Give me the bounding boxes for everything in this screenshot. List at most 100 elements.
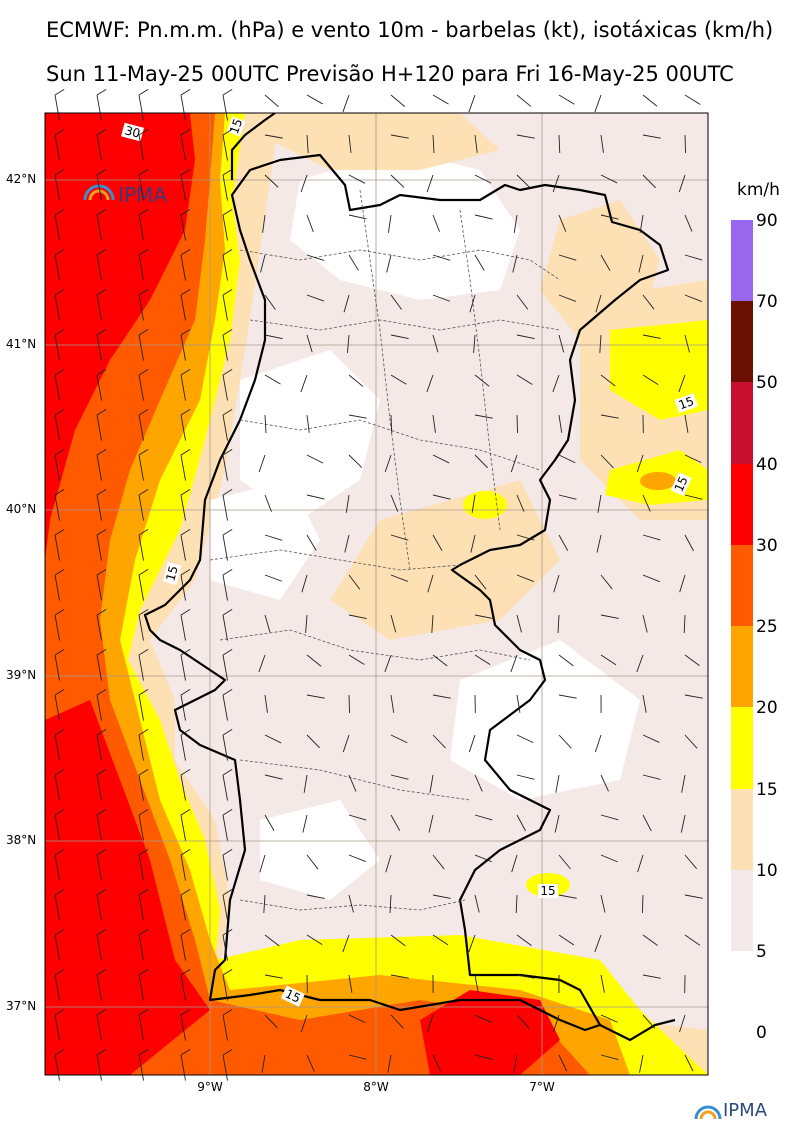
wind-barb [642, 974, 661, 979]
wind-barb [474, 134, 478, 153]
colorbar-tick: 70 [756, 292, 778, 312]
wind-barb [390, 694, 395, 713]
wind-barb [642, 294, 655, 310]
wind-barb [600, 774, 609, 792]
wind-barb [300, 1014, 308, 1033]
wind-barb [512, 254, 518, 273]
wind-barb [306, 694, 325, 699]
wind-barb [600, 254, 611, 271]
wind-barb [96, 768, 107, 801]
wind-barb [260, 254, 266, 273]
wind-barb [642, 774, 661, 780]
colorbar-tick: 15 [756, 780, 778, 800]
wind-barb [684, 534, 694, 552]
wind-barb [138, 888, 149, 921]
wind-barb [432, 1054, 441, 1072]
wind-barb [348, 854, 366, 862]
wind-barb [684, 734, 698, 749]
wind-barb [684, 294, 702, 302]
wind-barb [558, 494, 577, 500]
wind-barb [684, 134, 686, 154]
wind-barb [427, 574, 434, 593]
wind-barb [684, 254, 703, 261]
lat-label-38n: 38°N [6, 833, 37, 847]
wind-barb [553, 574, 560, 593]
wind-barb [558, 214, 567, 232]
wind-barb [348, 174, 366, 184]
wind-barb [348, 814, 367, 821]
wind-barb [96, 968, 107, 1001]
wind-barb [432, 694, 451, 699]
wind-barb [431, 614, 434, 633]
wind-barb [558, 534, 569, 551]
wind-barb [432, 254, 451, 261]
wind-barb [180, 728, 191, 761]
wind-barb [96, 248, 107, 281]
wind-barb [642, 814, 652, 832]
wind-barb [516, 534, 535, 541]
wind-barb [54, 128, 65, 161]
wind-barb [54, 288, 65, 321]
wind-barb [679, 574, 686, 593]
wind-barb [96, 648, 107, 681]
wind-barb [222, 768, 233, 801]
wind-barb [390, 934, 406, 947]
wind-barb [138, 248, 149, 281]
wind-barb [474, 1014, 492, 1023]
wind-barb [390, 414, 393, 434]
wind-barb [474, 814, 493, 821]
ipma-arc-icon [694, 1105, 722, 1120]
wind-barb [386, 254, 392, 273]
wind-barb [513, 214, 518, 233]
wind-barb [390, 374, 407, 385]
wind-barb [516, 294, 529, 310]
wind-barb [138, 648, 149, 681]
wind-barb [426, 374, 434, 393]
wind-barb [264, 694, 268, 713]
wind-barb [180, 808, 191, 841]
wind-barb [138, 568, 149, 601]
wind-barb [474, 854, 492, 863]
wind-barb [54, 88, 65, 121]
wind-barb [222, 1008, 233, 1041]
wind-barb [54, 688, 65, 721]
wind-barb [54, 528, 65, 561]
wind-barb [599, 334, 602, 353]
wind-barb [264, 974, 283, 979]
wind-barb [432, 94, 449, 105]
lat-label-40n: 40°N [6, 502, 37, 516]
wind-barb [138, 368, 149, 401]
wind-barb [306, 894, 325, 899]
wind-barb [516, 414, 518, 434]
ipma-footer-logo: IPMA [693, 1100, 767, 1121]
wind-barb [138, 88, 149, 121]
wind-barb [511, 854, 518, 873]
wind-barb [138, 968, 149, 1001]
wind-barb [426, 174, 434, 193]
wind-barb [474, 174, 492, 184]
wind-barb [636, 454, 644, 473]
wind-barb [432, 414, 436, 433]
wind-barb [180, 568, 191, 601]
chart-title: ECMWF: Pn.m.m. (hPa) e vento 10m - barbe… [46, 18, 774, 42]
wind-barb [429, 774, 434, 793]
isotach-patch-15-20-central [463, 491, 507, 519]
wind-barb [558, 694, 577, 699]
wind-barb [554, 814, 560, 833]
wind-barb [180, 768, 191, 801]
wind-barb [342, 934, 350, 953]
wind-barb [596, 534, 602, 553]
isotach-label: 15 [677, 394, 696, 412]
wind-barb [222, 808, 233, 841]
wind-barb [138, 328, 149, 361]
wind-barb [342, 94, 350, 113]
wind-barb [432, 134, 435, 153]
wind-barb [600, 134, 604, 153]
wind-barb [600, 614, 619, 619]
wind-barb [432, 454, 450, 464]
wind-barb [306, 734, 320, 749]
wind-barb [348, 214, 367, 220]
wind-barb [54, 848, 65, 881]
isotach-band-30-40-west [45, 113, 195, 560]
wind-barb [684, 654, 700, 667]
